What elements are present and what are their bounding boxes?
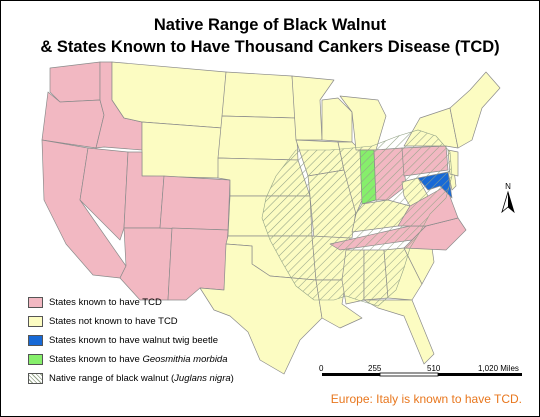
scale-tick-255: 255 bbox=[368, 364, 382, 373]
state-colorado bbox=[159, 175, 231, 231]
scale-bar bbox=[322, 372, 522, 377]
north-label: N bbox=[505, 182, 511, 191]
legend-label: States not known to have TCD bbox=[49, 316, 178, 327]
legend-swatch bbox=[28, 354, 43, 365]
scale-tick-0: 0 bbox=[319, 364, 324, 373]
state-wisconsin bbox=[321, 97, 353, 143]
legend-label: States known to have walnut twig beetle bbox=[49, 335, 218, 346]
footer-note: Europe: Italy is known to have TCD. bbox=[330, 392, 522, 406]
state-minnesota bbox=[291, 75, 335, 141]
legend-item: States not known to have TCD bbox=[28, 312, 234, 331]
legend-item: States known to have Geosmithia morbida bbox=[28, 350, 234, 369]
state-new-mexico bbox=[167, 227, 229, 301]
legend-item: States known to have TCD bbox=[28, 293, 234, 312]
map-legend: States known to have TCD States not known… bbox=[28, 293, 234, 388]
legend-item: Native range of black walnut (Juglans ni… bbox=[28, 369, 234, 388]
state-florida bbox=[363, 299, 435, 365]
state-arizona bbox=[119, 227, 173, 301]
scale-tick-1020: 1,020 Miles bbox=[478, 364, 519, 373]
scale-tick-510: 510 bbox=[427, 364, 441, 373]
title-line-2: & States Known to Have Thousand Cankers … bbox=[40, 38, 500, 56]
state-south-dakota bbox=[217, 115, 299, 161]
legend-label: States known to have TCD bbox=[49, 297, 162, 308]
legend-swatch bbox=[28, 297, 43, 308]
legend-label: Native range of black walnut (Juglans ni… bbox=[49, 373, 234, 384]
state-montana bbox=[111, 61, 227, 129]
legend-item: States known to have walnut twig beetle bbox=[28, 331, 234, 350]
state-texas bbox=[199, 243, 323, 375]
state-wyoming bbox=[141, 121, 223, 179]
title-line-1: Native Range of Black Walnut bbox=[153, 16, 387, 34]
map-title: Native Range of Black Walnut & States Kn… bbox=[0, 14, 540, 58]
north-arrow: N bbox=[497, 182, 519, 216]
legend-label: States known to have Geosmithia morbida bbox=[49, 354, 228, 365]
north-arrow-icon bbox=[501, 190, 515, 214]
black-walnut-range-overlay bbox=[261, 129, 453, 307]
state-north-dakota bbox=[221, 71, 297, 119]
legend-swatch bbox=[28, 316, 43, 327]
state-new-england bbox=[449, 71, 501, 149]
legend-swatch bbox=[28, 335, 43, 346]
state-nevada bbox=[79, 147, 129, 241]
legend-swatch bbox=[28, 373, 43, 384]
state-washington bbox=[49, 61, 101, 103]
